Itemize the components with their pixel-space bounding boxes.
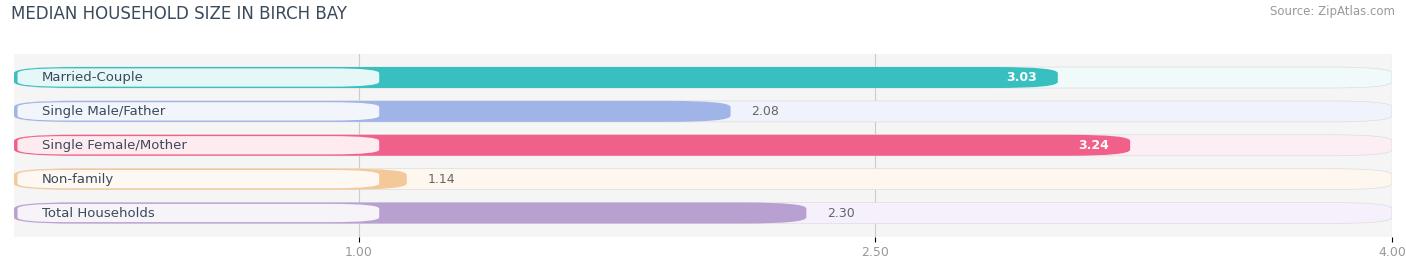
FancyBboxPatch shape: [14, 101, 1392, 122]
FancyBboxPatch shape: [14, 135, 1130, 156]
Text: Total Households: Total Households: [42, 207, 155, 220]
Text: Single Male/Father: Single Male/Father: [42, 105, 165, 118]
FancyBboxPatch shape: [14, 67, 1392, 88]
Text: Single Female/Mother: Single Female/Mother: [42, 139, 187, 152]
Text: Married-Couple: Married-Couple: [42, 71, 143, 84]
FancyBboxPatch shape: [14, 101, 731, 122]
FancyBboxPatch shape: [17, 136, 380, 154]
FancyBboxPatch shape: [14, 67, 1057, 88]
Text: Source: ZipAtlas.com: Source: ZipAtlas.com: [1270, 5, 1395, 18]
Text: 3.24: 3.24: [1078, 139, 1109, 152]
FancyBboxPatch shape: [17, 170, 380, 188]
FancyBboxPatch shape: [17, 102, 380, 121]
Text: 2.08: 2.08: [751, 105, 779, 118]
Text: 2.30: 2.30: [827, 207, 855, 220]
Text: MEDIAN HOUSEHOLD SIZE IN BIRCH BAY: MEDIAN HOUSEHOLD SIZE IN BIRCH BAY: [11, 5, 347, 23]
FancyBboxPatch shape: [14, 203, 806, 224]
Text: Non-family: Non-family: [42, 173, 114, 186]
FancyBboxPatch shape: [14, 169, 406, 190]
Text: 1.14: 1.14: [427, 173, 456, 186]
FancyBboxPatch shape: [14, 169, 1392, 190]
FancyBboxPatch shape: [17, 204, 380, 222]
FancyBboxPatch shape: [14, 135, 1392, 156]
Text: 3.03: 3.03: [1007, 71, 1038, 84]
FancyBboxPatch shape: [14, 203, 1392, 224]
FancyBboxPatch shape: [17, 68, 380, 87]
